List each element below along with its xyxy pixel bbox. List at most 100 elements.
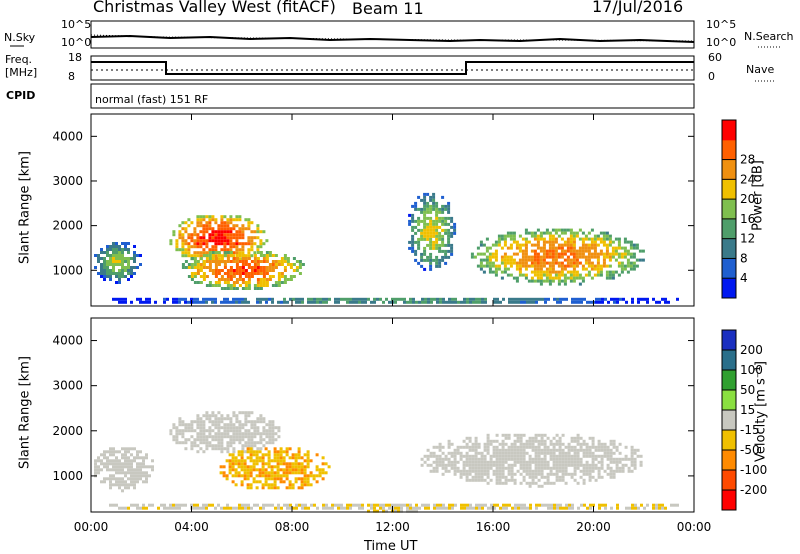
heatmap-cell xyxy=(549,451,553,455)
heatmap-cell xyxy=(555,457,559,461)
heatmap-cell xyxy=(109,450,112,454)
heatmap-cell xyxy=(267,474,271,478)
heatmap-cell xyxy=(552,445,556,449)
heatmap-cell xyxy=(100,459,103,463)
heatmap-cell xyxy=(306,459,310,463)
heatmap-cell xyxy=(612,439,616,443)
heatmap-cell xyxy=(220,435,224,439)
heatmap-cell xyxy=(493,297,496,301)
heatmap-cell xyxy=(274,281,278,284)
heatmap-cell xyxy=(112,459,115,463)
heatmap-cell xyxy=(303,459,307,463)
heatmap-cell xyxy=(572,270,576,274)
heatmap-cell xyxy=(498,463,502,467)
heatmap-cell xyxy=(611,276,615,280)
heatmap-cell xyxy=(202,230,206,234)
heatmap-cell xyxy=(426,201,430,205)
heatmap-cell xyxy=(220,432,224,436)
heatmap-cell xyxy=(468,445,472,449)
heatmap-cell xyxy=(307,300,310,304)
heatmap-cell xyxy=(514,503,517,507)
heatmap-cell xyxy=(502,503,505,507)
heatmap-cell xyxy=(226,251,230,254)
heatmap-cell xyxy=(557,234,561,238)
heatmap-cell xyxy=(614,249,618,253)
heatmap-cell xyxy=(575,273,579,277)
heatmap-cell xyxy=(301,503,304,507)
heatmap-cell xyxy=(565,503,568,507)
heatmap-cell xyxy=(582,478,586,482)
heatmap-cell xyxy=(246,486,250,490)
heatmap-cell xyxy=(633,460,637,464)
heatmap-cell xyxy=(115,483,118,487)
heatmap-cell xyxy=(529,503,532,507)
heatmap-cell xyxy=(435,264,439,268)
heatmap-cell xyxy=(511,506,514,510)
heatmap-cell xyxy=(631,503,634,507)
heatmap-cell xyxy=(597,460,601,464)
heatmap-cell xyxy=(214,297,217,301)
heatmap-cell xyxy=(566,228,570,232)
heatmap-cell xyxy=(543,451,547,455)
heatmap-cell xyxy=(235,239,239,243)
heatmap-cell xyxy=(232,423,236,427)
heatmap-cell xyxy=(496,503,499,507)
heatmap-cell xyxy=(262,281,266,284)
heatmap-cell xyxy=(109,459,112,463)
heatmap-cell xyxy=(573,460,577,464)
heatmap-cell xyxy=(202,248,206,252)
heatmap-cell xyxy=(238,215,242,219)
heatmap-cell xyxy=(523,297,526,301)
heatmap-cell xyxy=(211,284,215,287)
heatmap-cell xyxy=(557,252,561,256)
heatmap-cell xyxy=(136,462,139,466)
heatmap-cell xyxy=(524,258,528,262)
heatmap-cell xyxy=(217,230,221,234)
heatmap-cell xyxy=(106,462,109,466)
heatmap-cell xyxy=(271,284,275,287)
heatmap-cell xyxy=(575,276,579,280)
heatmap-cell xyxy=(596,270,600,274)
heatmap-cell xyxy=(483,460,487,464)
heatmap-cell xyxy=(220,438,224,442)
heatmap-cell xyxy=(196,245,200,249)
heatmap-cell xyxy=(501,439,505,443)
heatmap-cell xyxy=(127,456,130,460)
heatmap-cell xyxy=(181,236,185,240)
heatmap-cell xyxy=(429,454,433,458)
heatmap-cell xyxy=(560,264,564,268)
heatmap-cell xyxy=(673,503,676,507)
heatmap-cell xyxy=(274,426,278,430)
heatmap-cell xyxy=(612,442,616,446)
heatmap-cell xyxy=(492,463,496,467)
heatmap-cell xyxy=(617,246,621,250)
heatmap-cell xyxy=(190,441,194,445)
heatmap-cell xyxy=(498,448,502,452)
heatmap-cell xyxy=(211,414,215,418)
heatmap-cell xyxy=(550,503,553,507)
heatmap-cell xyxy=(124,447,127,451)
heatmap-cell xyxy=(238,242,242,246)
heatmap-cell xyxy=(459,469,463,473)
heatmap-cell xyxy=(115,260,118,263)
heatmap-cell xyxy=(447,204,451,208)
heatmap-cell xyxy=(549,472,553,476)
heatmap-cell xyxy=(250,260,254,263)
heatmap-cell xyxy=(235,281,239,284)
heatmap-cell xyxy=(507,454,511,458)
heatmap-cell xyxy=(115,254,118,257)
heatmap-cell xyxy=(420,231,424,235)
heatmap-cell xyxy=(282,456,286,460)
heatmap-cell xyxy=(181,248,185,252)
heatmap-cell xyxy=(228,462,232,466)
heatmap-cell xyxy=(264,462,268,466)
heatmap-cell xyxy=(597,454,601,458)
heatmap-cell xyxy=(426,231,430,235)
heatmap-cell xyxy=(394,297,397,301)
heatmap-cell xyxy=(109,248,112,251)
heatmap-cell xyxy=(232,275,236,278)
heatmap-cell xyxy=(280,300,283,304)
heatmap-cell xyxy=(578,228,582,232)
heatmap-cell xyxy=(193,254,197,258)
heatmap-cell xyxy=(500,258,504,262)
